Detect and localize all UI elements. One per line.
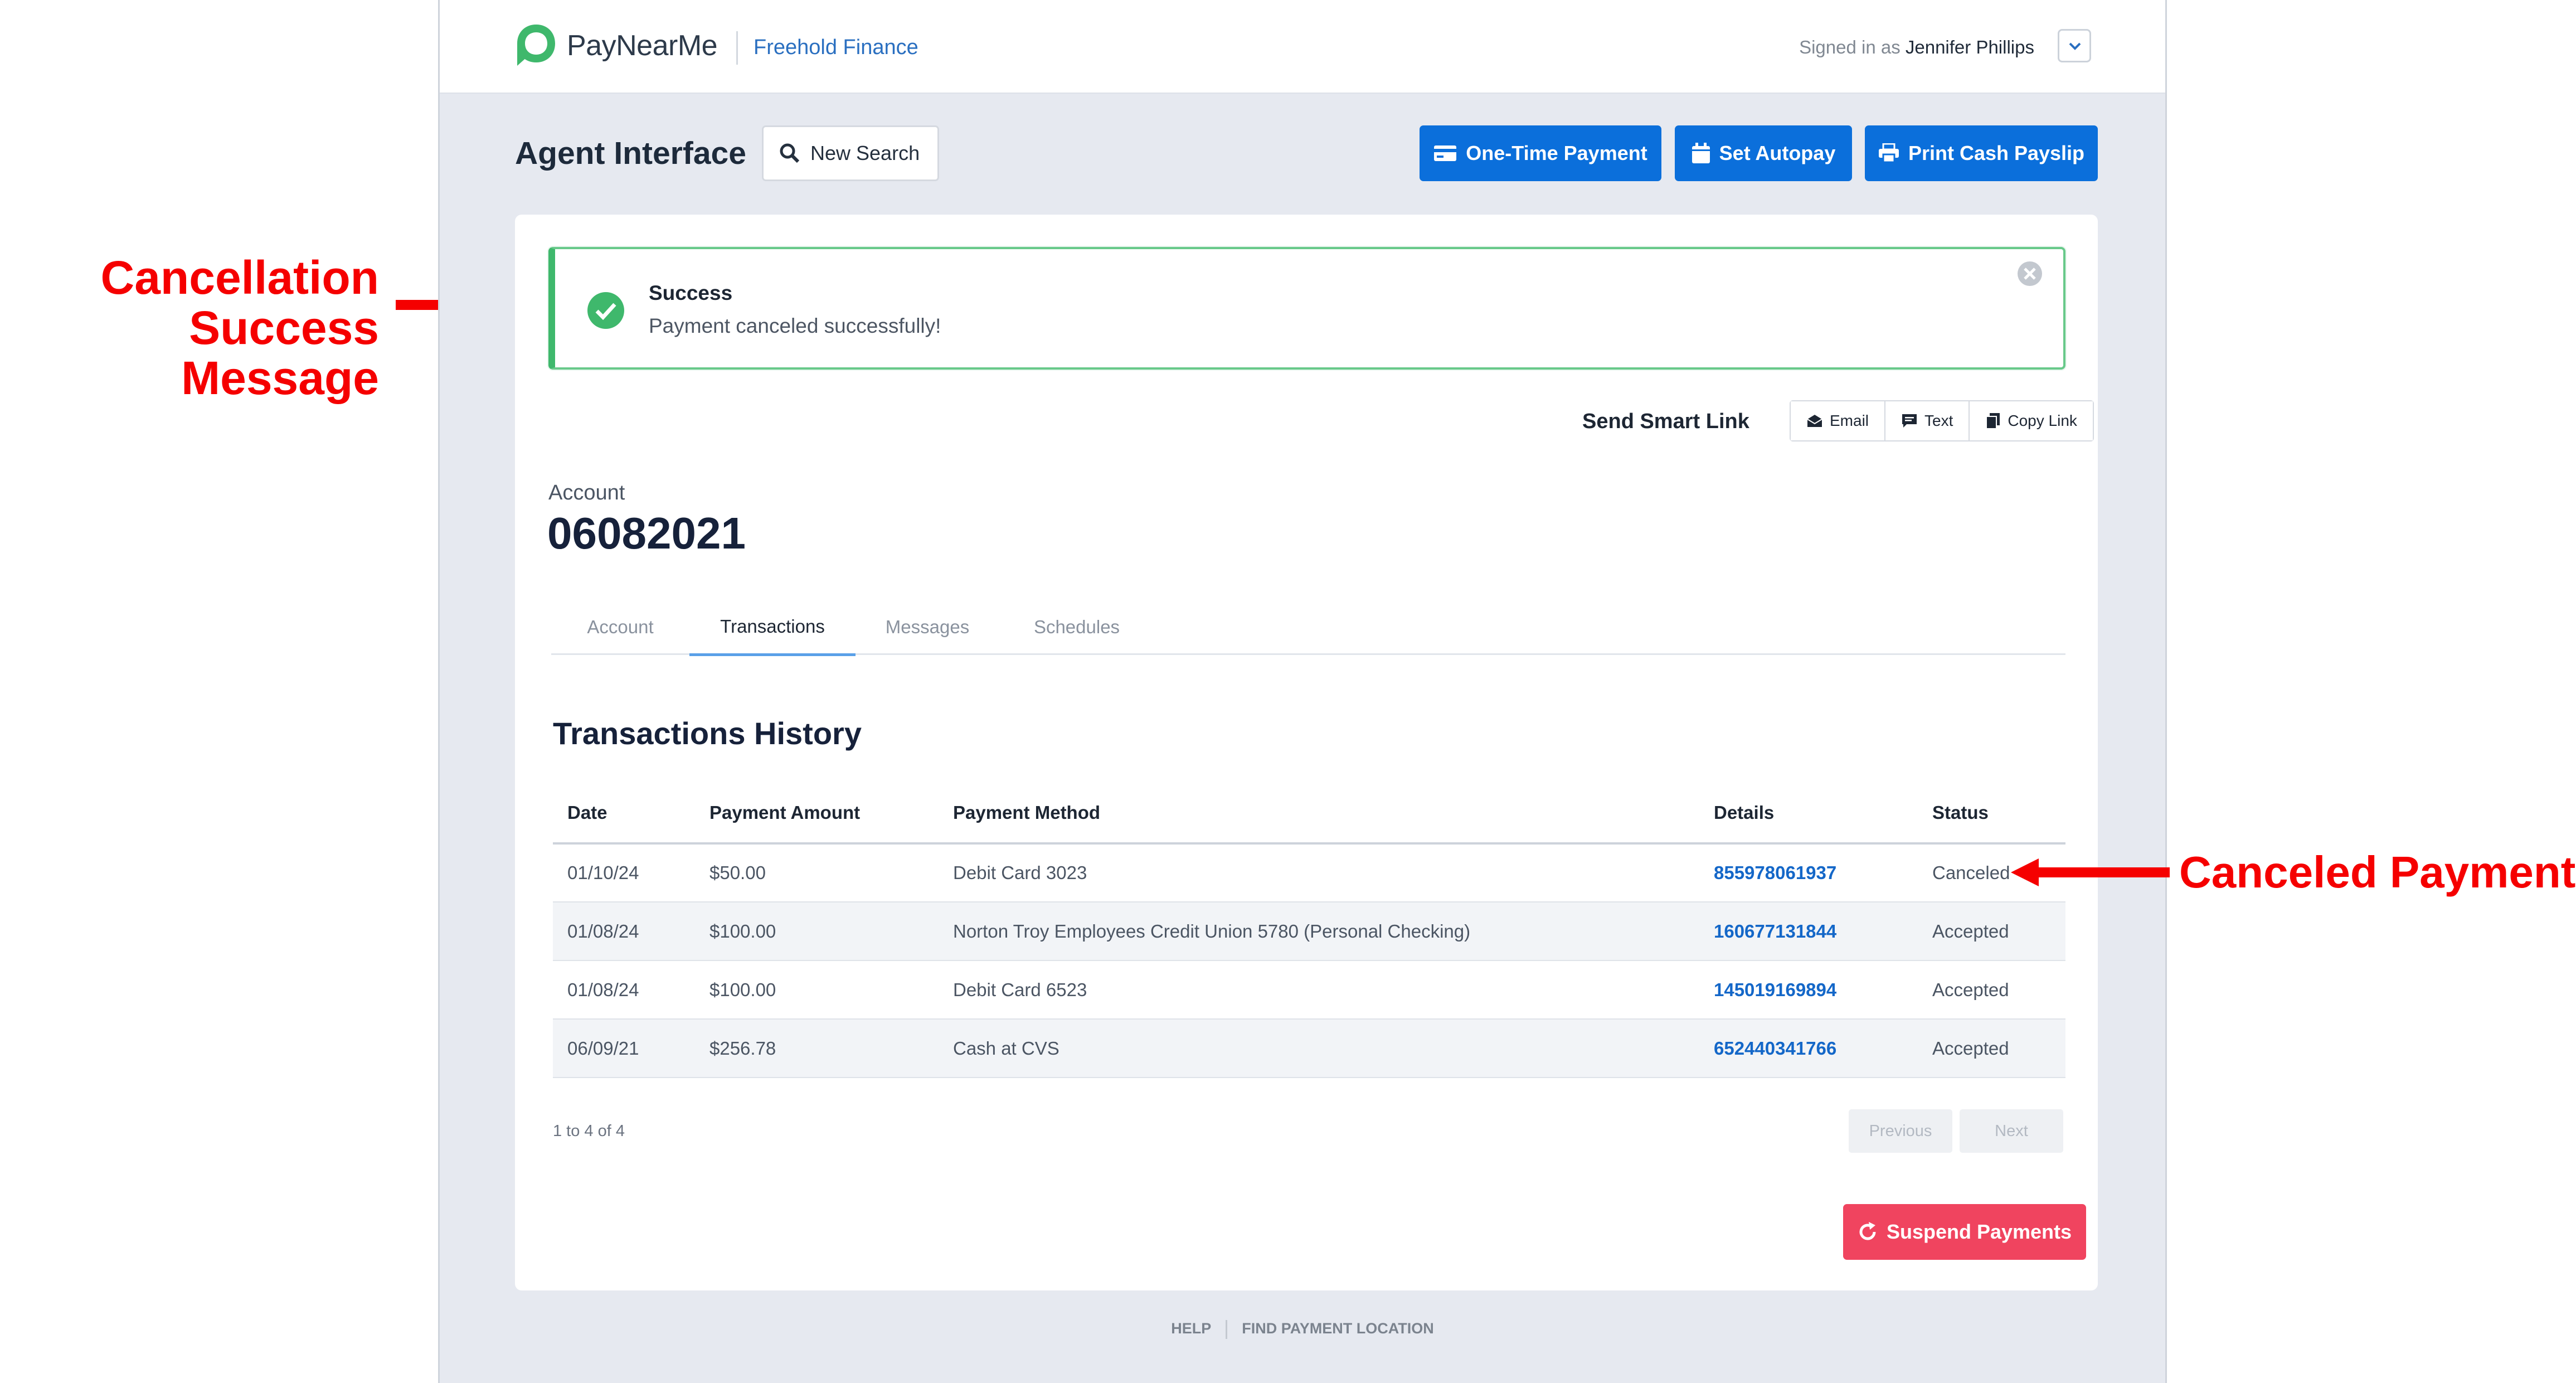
copy-icon (1986, 413, 2000, 429)
row-method: Norton Troy Employees Credit Union 5780 … (939, 902, 1699, 961)
row-date: 06/09/21 (553, 1019, 695, 1078)
one-time-payment-button[interactable]: One-Time Payment (1420, 125, 1661, 181)
pagination-info: 1 to 4 of 4 (553, 1122, 625, 1140)
one-time-payment-label: One-Time Payment (1466, 142, 1647, 164)
print-cash-payslip-label: Print Cash Payslip (1908, 142, 2085, 164)
row-amount: $100.00 (695, 902, 939, 961)
brand-divider (736, 31, 738, 65)
set-autopay-label: Set Autopay (1719, 142, 1836, 164)
envelope-icon (1807, 415, 1822, 427)
footer-help-link[interactable]: HELP (1171, 1320, 1212, 1337)
printer-icon (1878, 143, 1899, 163)
column-header-status[interactable]: Status (1918, 783, 2065, 845)
suspend-payments-label: Suspend Payments (1886, 1220, 2072, 1243)
email-button[interactable]: Email (1791, 401, 1886, 440)
page-title: Agent Interface (515, 135, 746, 171)
footer-find-location-link[interactable]: FIND PAYMENT LOCATION (1242, 1320, 1434, 1337)
annotation-canceled-payment: Canceled Payment (2179, 847, 2576, 897)
calendar-icon (1692, 143, 1710, 163)
row-date: 01/08/24 (553, 902, 695, 961)
new-search-button[interactable]: New Search (762, 125, 939, 181)
credit-card-icon (1434, 145, 1457, 161)
row-details-link[interactable]: 855978061937 (1699, 843, 1918, 902)
new-search-label: New Search (810, 142, 920, 164)
alert-title: Success (649, 282, 733, 304)
message-icon (1902, 414, 1917, 428)
footer-divider (1226, 1320, 1228, 1339)
transactions-table: Date Payment Amount Payment Method Detai… (553, 783, 2065, 1078)
row-details-link[interactable]: 160677131844 (1699, 902, 1918, 961)
annotation-arrow-right (2011, 858, 2170, 886)
row-status: Accepted (1918, 960, 2065, 1020)
set-autopay-button[interactable]: Set Autopay (1675, 125, 1852, 181)
success-alert: Success Payment canceled successfully! (548, 247, 2065, 370)
row-method: Debit Card 3023 (939, 843, 1699, 902)
text-label: Text (1924, 412, 1953, 429)
annotation-line-2: Success Message (181, 302, 379, 404)
footer: HELP FIND PAYMENT LOCATION (440, 1320, 2165, 1339)
table-row: 01/08/24 $100.00 Norton Troy Employees C… (553, 902, 2065, 961)
client-name: Freehold Finance (754, 36, 918, 59)
top-bar: PayNearMe Freehold Finance Signed in as … (440, 0, 2165, 94)
alert-message: Payment canceled successfully! (649, 314, 941, 337)
app-window: PayNearMe Freehold Finance Signed in as … (438, 0, 2167, 1383)
smart-link-button-group: Email Text Copy Link (1790, 400, 2094, 441)
email-label: Email (1830, 412, 1869, 429)
table-row: 01/10/24 $50.00 Debit Card 3023 85597806… (553, 843, 2065, 902)
row-date: 01/10/24 (553, 843, 695, 902)
table-header-row: Date Payment Amount Payment Method Detai… (553, 783, 2065, 845)
row-amount: $100.00 (695, 960, 939, 1020)
account-tabs: Account Transactions Messages Schedules (551, 599, 2065, 656)
suspend-payments-button[interactable]: Suspend Payments (1843, 1204, 2086, 1260)
next-page-button[interactable]: Next (1960, 1109, 2063, 1153)
column-header-amount[interactable]: Payment Amount (695, 783, 939, 845)
table-row: 06/09/21 $256.78 Cash at CVS 65244034176… (553, 1019, 2065, 1078)
user-name: Jennifer Phillips (1905, 37, 2034, 57)
signed-in-text: Signed in as Jennifer Phillips (1799, 37, 2034, 58)
search-icon (780, 143, 800, 163)
check-circle-icon (587, 292, 624, 329)
copy-link-button[interactable]: Copy Link (1970, 401, 2093, 440)
row-amount: $256.78 (695, 1019, 939, 1078)
account-card: Success Payment canceled successfully! S… (515, 215, 2098, 1290)
row-date: 01/08/24 (553, 960, 695, 1020)
row-method: Cash at CVS (939, 1019, 1699, 1078)
smart-link-label: Send Smart Link (1582, 410, 1749, 433)
column-header-details[interactable]: Details (1699, 783, 1918, 845)
table-row: 01/08/24 $100.00 Debit Card 6523 1450191… (553, 960, 2065, 1020)
row-amount: $50.00 (695, 843, 939, 902)
text-button[interactable]: Text (1885, 401, 1970, 440)
column-header-method[interactable]: Payment Method (939, 783, 1699, 845)
copy-link-label: Copy Link (2008, 412, 2077, 429)
close-icon[interactable] (2016, 260, 2043, 287)
column-header-date[interactable]: Date (553, 783, 695, 845)
row-details-link[interactable]: 145019169894 (1699, 960, 1918, 1020)
annotation-line-1: Cancellation (100, 251, 379, 304)
row-method: Debit Card 6523 (939, 960, 1699, 1020)
paynearme-logo-icon (517, 25, 555, 66)
chevron-down-icon (2069, 42, 2081, 50)
account-number: 06082021 (547, 508, 746, 558)
print-cash-payslip-button[interactable]: Print Cash Payslip (1865, 125, 2098, 181)
row-status: Accepted (1918, 1019, 2065, 1078)
tab-schedules[interactable]: Schedules (1033, 617, 1120, 637)
tab-transactions[interactable]: Transactions (689, 599, 856, 656)
account-label: Account (548, 481, 625, 504)
row-details-link[interactable]: 652440341766 (1699, 1019, 1918, 1078)
annotation-cancellation-success: Cancellation Success Message (0, 253, 379, 403)
tab-messages[interactable]: Messages (885, 617, 970, 637)
brand-name: PayNearMe (567, 30, 718, 62)
user-menu-button[interactable] (2058, 29, 2091, 62)
transactions-history-title: Transactions History (553, 716, 862, 751)
previous-page-button[interactable]: Previous (1849, 1109, 1952, 1153)
tab-account[interactable]: Account (587, 617, 654, 637)
row-status: Accepted (1918, 902, 2065, 961)
refresh-icon (1859, 1222, 1876, 1240)
signed-in-prefix: Signed in as (1799, 37, 1901, 57)
